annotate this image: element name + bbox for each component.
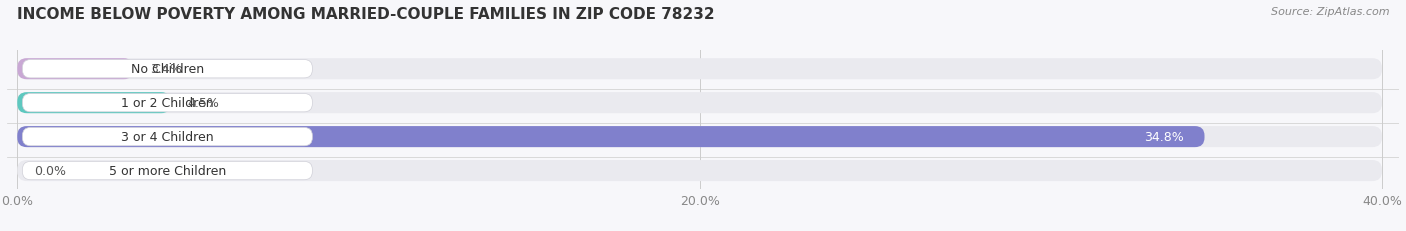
Text: INCOME BELOW POVERTY AMONG MARRIED-COUPLE FAMILIES IN ZIP CODE 78232: INCOME BELOW POVERTY AMONG MARRIED-COUPL… (17, 7, 714, 22)
FancyBboxPatch shape (17, 127, 1382, 148)
FancyBboxPatch shape (22, 162, 312, 180)
FancyBboxPatch shape (22, 128, 312, 146)
Text: 3 or 4 Children: 3 or 4 Children (121, 131, 214, 143)
Text: 3.4%: 3.4% (150, 63, 181, 76)
Text: 5 or more Children: 5 or more Children (108, 164, 226, 177)
FancyBboxPatch shape (17, 127, 1205, 148)
Text: Source: ZipAtlas.com: Source: ZipAtlas.com (1271, 7, 1389, 17)
FancyBboxPatch shape (22, 60, 312, 79)
FancyBboxPatch shape (17, 93, 1382, 114)
Text: 34.8%: 34.8% (1144, 131, 1184, 143)
FancyBboxPatch shape (22, 94, 312, 112)
Text: 0.0%: 0.0% (34, 164, 66, 177)
FancyBboxPatch shape (17, 59, 1382, 80)
Text: 4.5%: 4.5% (188, 97, 219, 110)
FancyBboxPatch shape (17, 160, 1382, 181)
Text: No Children: No Children (131, 63, 204, 76)
FancyBboxPatch shape (17, 59, 134, 80)
Text: 1 or 2 Children: 1 or 2 Children (121, 97, 214, 110)
FancyBboxPatch shape (17, 93, 170, 114)
